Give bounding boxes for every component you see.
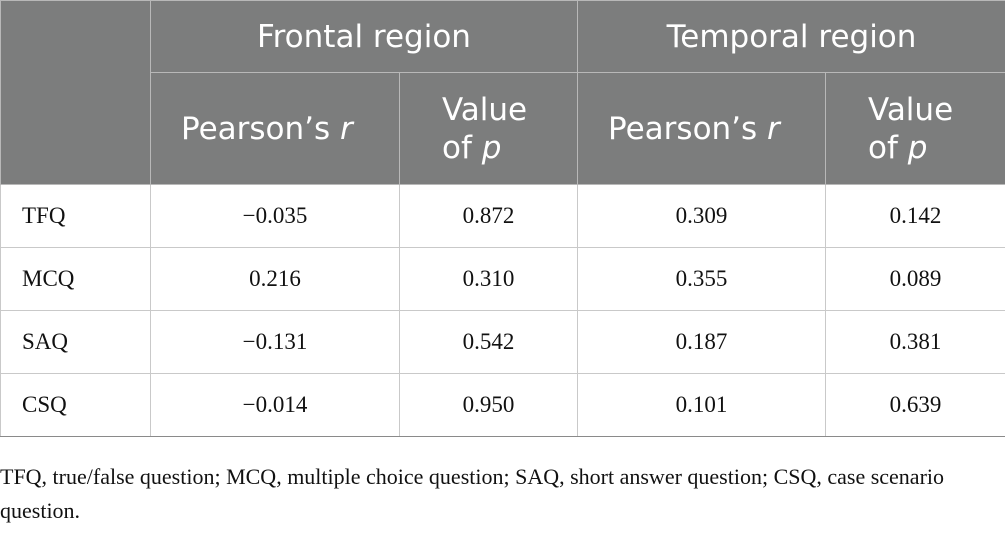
table-row: MCQ 0.216 0.310 0.355 0.089 [0,247,1005,311]
subheader-italic: r [340,110,353,147]
subheader-text-line2: of [442,129,482,166]
cell-temporal-r: 0.355 [577,247,827,311]
cell-temporal-p: 0.142 [825,184,1005,248]
row-label: SAQ [0,310,151,374]
group-header-temporal: Temporal region [577,0,1005,73]
cell-temporal-p: 0.639 [825,373,1005,437]
subheader-temporal-pearson-r: Pearson’s r [577,72,827,185]
cell-temporal-p: 0.381 [825,310,1005,374]
row-label: CSQ [0,373,151,437]
subheader-frontal-pearson-r: Pearson’s r [150,72,400,185]
cell-temporal-r: 0.101 [577,373,827,437]
table-body: TFQ −0.035 0.872 0.309 0.142 MCQ 0.216 0… [0,184,1005,437]
subheader-text: Pearson’s [181,110,341,147]
subheader-text: Value [868,91,954,128]
cell-temporal-r: 0.187 [577,310,827,374]
table-row: CSQ −0.014 0.950 0.101 0.639 [0,373,1005,437]
cell-frontal-r: −0.014 [150,373,400,437]
table-header: Frontal region Temporal region Pearson’s… [0,0,1005,185]
subheader-frontal-value-of-p: Value of p [398,72,579,185]
subheader-italic: p [907,129,928,166]
header-row-subheaders: Pearson’s r Value of p Pearson’s r Value o… [1,72,1005,185]
cell-frontal-p: 0.542 [398,310,579,374]
header-row-groups: Frontal region Temporal region [0,0,1005,185]
cell-frontal-r: −0.131 [150,310,400,374]
subheader-text: Pearson’s [608,110,768,147]
cell-frontal-r: −0.035 [150,184,400,248]
table-row: SAQ −0.131 0.542 0.187 0.381 [0,310,1005,374]
subheader-italic: r [767,110,780,147]
cell-frontal-p: 0.872 [398,184,579,248]
cell-temporal-r: 0.309 [577,184,827,248]
subheader-italic: p [481,129,502,166]
cell-frontal-p: 0.310 [398,247,579,311]
cell-frontal-p: 0.950 [398,373,579,437]
row-label: TFQ [0,184,151,248]
table-footnote: TFQ, true/false question; MCQ, multiple … [0,464,945,523]
subheader-temporal-value-of-p: Value of p [825,72,1005,185]
table-row: TFQ −0.035 0.872 0.309 0.142 [0,184,1005,248]
cell-temporal-p: 0.089 [825,247,1005,311]
subheader-text: Value [442,91,528,128]
row-label: MCQ [0,247,151,311]
corner-cell [0,0,151,185]
cell-frontal-r: 0.216 [150,247,400,311]
correlation-table: Frontal region Temporal region Pearson’s… [0,0,1005,437]
subheader-text-line2: of [868,129,908,166]
group-header-frontal: Frontal region [149,0,579,73]
